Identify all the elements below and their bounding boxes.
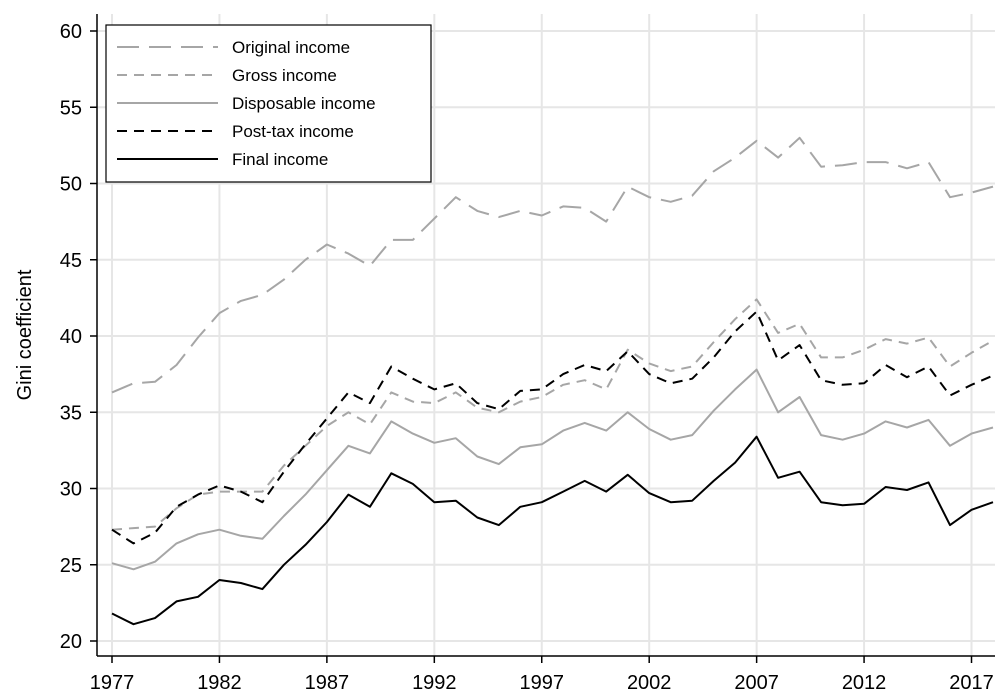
x-tick-label: 1997 (520, 672, 565, 694)
x-tick-label: 1987 (305, 672, 350, 694)
series-line-original-income (111, 136, 994, 394)
x-tick-label: 1992 (412, 672, 457, 694)
legend-label: Original income (232, 38, 350, 57)
y-axis-title: Gini coefficient (14, 269, 36, 400)
y-tick-label: 40 (60, 326, 82, 348)
series-line-post-tax-income (111, 310, 994, 545)
x-tick-label: 2017 (949, 672, 994, 694)
y-tick-label: 60 (60, 21, 82, 43)
series-line-gross-income (111, 298, 994, 531)
series-lines (111, 136, 994, 626)
x-tick-label: 2002 (627, 672, 672, 694)
x-tick-label: 2012 (842, 672, 887, 694)
legend-label: Disposable income (232, 94, 376, 113)
legend-label: Post-tax income (232, 122, 354, 141)
series-line-disposable-income (111, 368, 994, 571)
axes (96, 14, 995, 657)
x-tick-label: 2007 (734, 672, 779, 694)
y-ticks: 20 25 30 35 40 45 50 55 60 (60, 21, 97, 653)
y-tick-label: 45 (60, 250, 82, 272)
y-tick-label: 25 (60, 555, 82, 577)
x-tick-label: 1977 (90, 672, 135, 694)
y-tick-label: 55 (60, 97, 82, 119)
y-tick-label: 30 (60, 479, 82, 501)
x-tick-label: 1982 (197, 672, 242, 694)
legend: Original income Gross income Disposable in… (105, 24, 432, 183)
legend-label: Final income (232, 150, 328, 169)
legend-label: Gross income (232, 66, 337, 85)
series-line-final-income (111, 435, 994, 626)
x-ticks: 1977 1982 1987 1992 1997 2002 2007 2012 2017 (90, 656, 994, 694)
y-tick-label: 20 (60, 631, 82, 653)
y-tick-label: 35 (60, 402, 82, 424)
y-tick-label: 50 (60, 174, 82, 196)
